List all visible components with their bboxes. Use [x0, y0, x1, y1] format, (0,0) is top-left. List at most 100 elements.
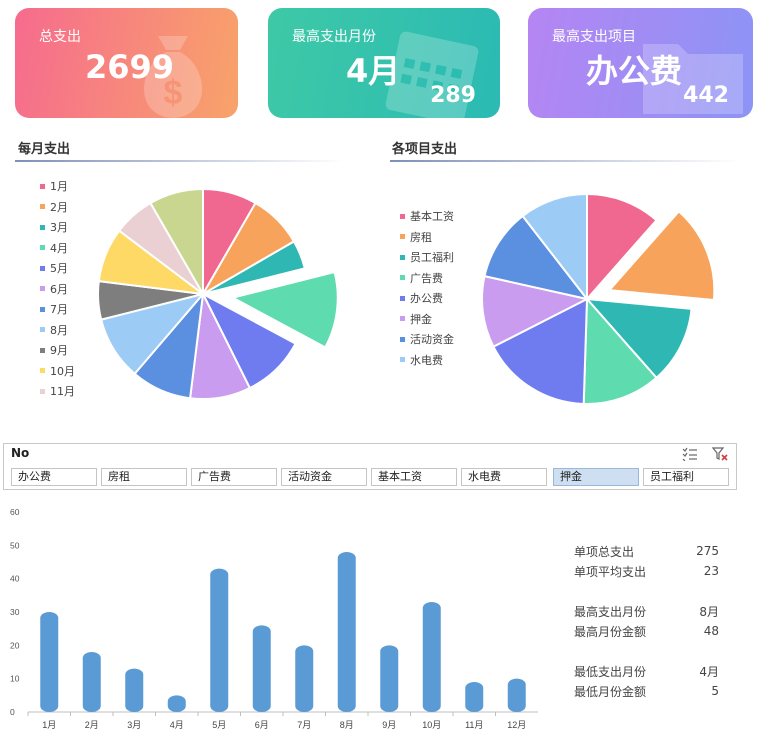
y-tick-label: 30	[10, 607, 20, 617]
bar-6月	[252, 625, 271, 712]
folder-icon	[643, 44, 743, 114]
legend-item: 3月	[40, 217, 75, 238]
slicer-header: No	[11, 446, 30, 460]
card-title: 最高支出项目	[552, 29, 636, 45]
bar-11月	[465, 682, 484, 712]
stats-group-total: 单项总支出 275 单项平均支出 23	[574, 541, 719, 581]
x-tick-label: 6月	[255, 720, 269, 730]
legend-label: 5月	[50, 262, 68, 276]
legend-label: 员工福利	[410, 251, 454, 265]
legend-label: 3月	[50, 221, 68, 235]
clear-filter-icon[interactable]	[712, 447, 728, 461]
legend-label: 9月	[50, 344, 68, 358]
bar-8月	[337, 552, 356, 712]
stat-value: 4月	[699, 664, 719, 679]
legend-label: 房租	[410, 230, 432, 244]
slicer-item[interactable]: 押金	[553, 468, 639, 486]
x-tick-label: 5月	[212, 720, 226, 730]
bar-7月	[295, 645, 314, 712]
stat-value: 48	[703, 624, 719, 638]
card-title: 最高支出月份	[292, 29, 376, 45]
legend-item: 基本工资	[400, 206, 454, 227]
pie-slice-房租	[607, 209, 716, 302]
bar-12月	[507, 678, 526, 712]
legend-swatch	[40, 183, 45, 189]
x-tick-label: 9月	[382, 720, 396, 730]
stat-value: 8月	[699, 604, 719, 619]
card-sub-value: 289	[430, 83, 476, 108]
legend-swatch	[40, 245, 45, 251]
bar-9月	[380, 645, 399, 712]
bar-4月	[167, 695, 186, 712]
stat-label: 单项总支出	[574, 544, 635, 559]
legend-swatch	[400, 336, 405, 342]
stat-value: 23	[703, 564, 719, 578]
legend-swatch	[400, 275, 405, 281]
pie-slice-办公费	[492, 297, 589, 405]
slicer-item[interactable]: 房租	[101, 468, 187, 486]
stats-group-min: 最低支出月份 4月 最低月份金额 5	[574, 661, 719, 701]
legend-item: 9月	[40, 340, 75, 361]
item-pie-chart	[481, 192, 716, 405]
legend-swatch	[40, 224, 45, 230]
legend-label: 2月	[50, 200, 68, 214]
stat-label: 最高月份金额	[574, 624, 647, 639]
stat-label: 单项平均支出	[574, 564, 647, 579]
legend-item: 房租	[400, 227, 454, 248]
legend-item: 广告费	[400, 268, 454, 289]
x-tick-label: 2月	[85, 720, 99, 730]
legend-swatch	[400, 316, 405, 322]
card-sub-value: 442	[683, 83, 729, 108]
legend-item: 10月	[40, 361, 75, 382]
legend-label: 广告费	[410, 271, 443, 285]
legend-item: 5月	[40, 258, 75, 279]
pie-slice-12月	[149, 187, 204, 298]
pie-slice-活动资金	[483, 214, 590, 301]
x-tick-label: 1月	[42, 720, 56, 730]
legend-label: 水电费	[410, 353, 443, 367]
item-pie-legend: 基本工资 房租 员工福利 广告费 办公费 押金 活动资金 水电费	[400, 206, 454, 370]
legend-swatch	[40, 388, 45, 394]
calendar-icon	[385, 31, 479, 118]
total-expense-card: $ 总支出 2699	[15, 8, 238, 118]
divider	[390, 160, 740, 162]
x-tick-label: 3月	[127, 720, 141, 730]
legend-swatch	[40, 347, 45, 353]
card-value: 办公费	[586, 52, 683, 90]
card-value: 4月	[346, 52, 401, 90]
legend-swatch	[40, 286, 45, 292]
slicer-item[interactable]: 活动资金	[281, 468, 367, 486]
slicer-item[interactable]: 员工福利	[643, 468, 729, 486]
pie-slice-基本工资	[586, 192, 658, 302]
slicer-item[interactable]: 基本工资	[371, 468, 457, 486]
legend-swatch	[400, 254, 405, 260]
y-tick-label: 0	[10, 707, 15, 717]
legend-item: 办公费	[400, 288, 454, 309]
legend-swatch	[400, 295, 405, 301]
legend-label: 10月	[50, 364, 75, 378]
monthly-pie-title: 每月支出	[18, 142, 71, 157]
legend-label: 11月	[50, 385, 75, 399]
slicer-item[interactable]: 办公费	[11, 468, 97, 486]
y-tick-label: 40	[10, 574, 20, 584]
slicer-item[interactable]: 水电费	[461, 468, 547, 486]
bar-1月	[40, 612, 59, 712]
max-month-card: 最高支出月份 4月 289	[268, 8, 500, 118]
slicer-item[interactable]: 广告费	[191, 468, 277, 486]
legend-item: 水电费	[400, 350, 454, 371]
legend-swatch	[40, 327, 45, 333]
legend-label: 基本工资	[410, 210, 454, 224]
legend-item: 7月	[40, 299, 75, 320]
stat-value: 275	[696, 544, 719, 558]
legend-item: 2月	[40, 197, 75, 218]
multi-select-icon[interactable]	[682, 447, 698, 461]
y-tick-label: 10	[10, 674, 20, 684]
legend-item: 活动资金	[400, 329, 454, 350]
max-item-card: 最高支出项目 办公费 442	[528, 8, 753, 118]
y-tick-label: 60	[10, 507, 20, 517]
legend-item: 4月	[40, 238, 75, 259]
stat-value: 5	[711, 684, 719, 698]
money-bag-icon: $	[143, 36, 203, 118]
legend-swatch	[400, 357, 405, 363]
stat-label: 最低月份金额	[574, 684, 647, 699]
